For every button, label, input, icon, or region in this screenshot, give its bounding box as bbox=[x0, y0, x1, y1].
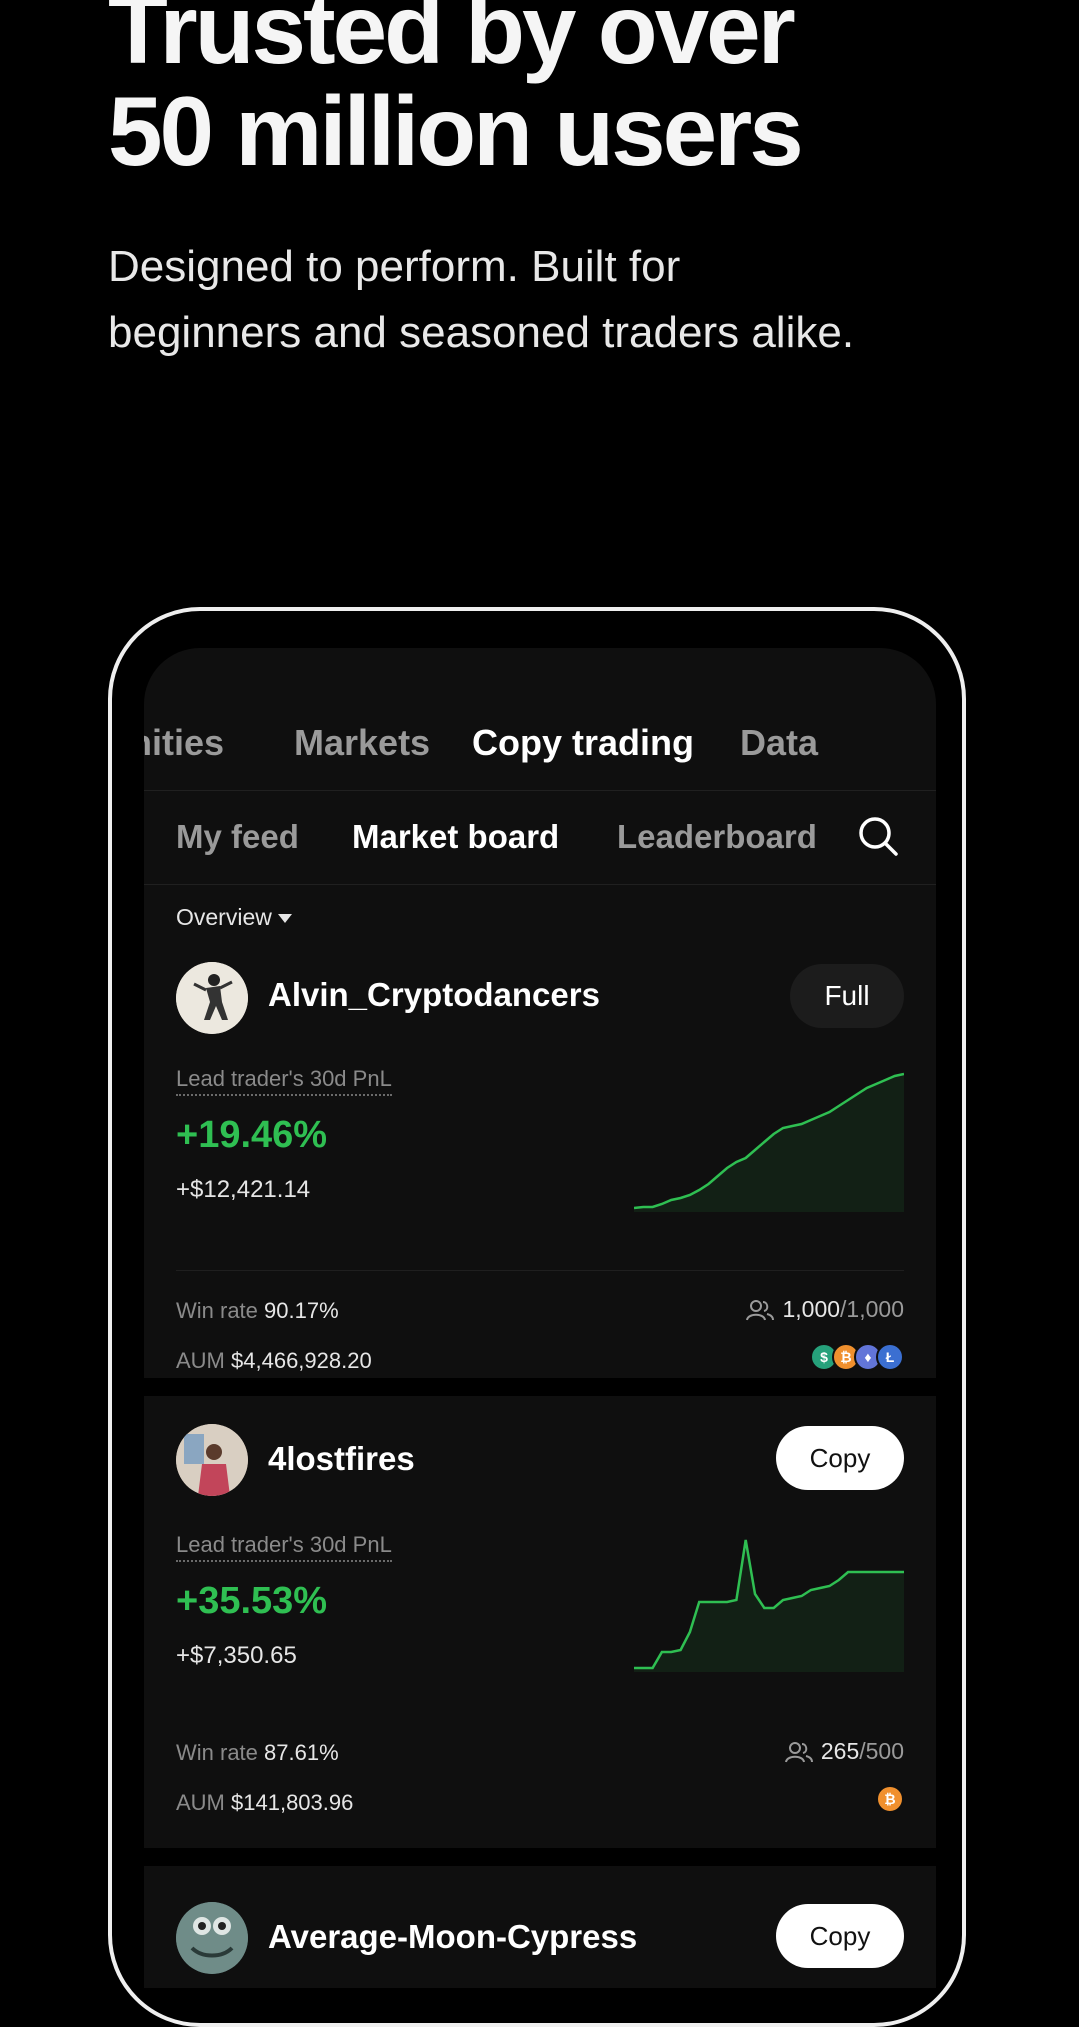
win-rate: Win rate 90.17% bbox=[176, 1298, 339, 1324]
subtab-market-board[interactable]: Market board bbox=[352, 818, 560, 855]
top-tab-bar: nities Markets Copy trading Data bbox=[144, 648, 936, 791]
tab-markets[interactable]: Markets bbox=[294, 722, 431, 763]
ltc-coin-icon: Ł bbox=[876, 1343, 904, 1371]
aum-label: AUM bbox=[176, 1790, 225, 1815]
overview-label: Overview bbox=[176, 904, 272, 930]
full-button[interactable]: Full bbox=[790, 964, 904, 1028]
win-rate-label: Win rate bbox=[176, 1740, 258, 1765]
trader-card[interactable]: Alvin_Cryptodancers Full Lead trader's 3… bbox=[144, 950, 936, 1378]
subtab-my-feed[interactable]: My feed bbox=[176, 818, 299, 855]
pnl-sparkline bbox=[634, 1072, 904, 1212]
aum: AUM $141,803.96 bbox=[176, 1790, 353, 1816]
copy-button[interactable]: Copy bbox=[776, 1904, 904, 1968]
copiers-current: 265 bbox=[820, 1738, 860, 1764]
pnl-amount: +$7,350.65 bbox=[176, 1642, 297, 1669]
tab-data[interactable]: Data bbox=[740, 722, 819, 763]
copiers-max: /1,000 bbox=[840, 1296, 904, 1322]
copiers-count: 1,000/1,000 bbox=[746, 1296, 904, 1323]
pnl-label: Lead trader's 30d PnL bbox=[176, 1532, 392, 1562]
sparkline-line bbox=[634, 1539, 904, 1670]
win-rate: Win rate 87.61% bbox=[176, 1740, 339, 1766]
copiers-max: /500 bbox=[859, 1738, 904, 1764]
trader-name[interactable]: Alvin_Cryptodancers bbox=[268, 976, 600, 1013]
overview-dropdown[interactable]: Overview bbox=[176, 904, 292, 931]
users-icon bbox=[784, 1741, 813, 1762]
tab-copy-trading[interactable]: Copy trading bbox=[472, 722, 694, 763]
hero-title-line2: 50 million users bbox=[108, 76, 804, 186]
hero-subtitle-line1: Designed to perform. Built for bbox=[108, 242, 681, 291]
trader-name[interactable]: 4lostfires bbox=[268, 1440, 415, 1477]
pnl-percent: +19.46% bbox=[176, 1114, 328, 1156]
hero-title-line1: Trusted by over bbox=[108, 0, 796, 84]
users-icon bbox=[746, 1299, 775, 1320]
btc-coin-icon: ₿ bbox=[876, 1785, 904, 1813]
win-rate-value: 90.17% bbox=[264, 1298, 339, 1323]
tab-opportunities[interactable]: nities bbox=[144, 722, 225, 763]
avatar bbox=[176, 1902, 248, 1974]
pnl-sparkline bbox=[634, 1539, 904, 1672]
pnl-percent: +35.53% bbox=[176, 1580, 328, 1622]
sparkline-area bbox=[634, 1074, 904, 1212]
copiers-count: 265/500 bbox=[784, 1738, 904, 1765]
divider bbox=[176, 1270, 904, 1271]
search-icon[interactable] bbox=[856, 814, 900, 858]
sparkline-area bbox=[634, 1540, 904, 1672]
subtab-leaderboard[interactable]: Leaderboard bbox=[617, 818, 817, 855]
aum-value: $4,466,928.20 bbox=[231, 1348, 372, 1373]
trader-card[interactable]: 4lostfires Copy Lead trader's 30d PnL +3… bbox=[144, 1396, 936, 1848]
card-separator bbox=[144, 1848, 936, 1866]
hero-subtitle-line2: beginners and seasoned traders alike. bbox=[108, 308, 855, 357]
avatar bbox=[176, 962, 248, 1034]
phone-screen: nities Markets Copy trading Data My feed… bbox=[144, 648, 936, 1988]
caret-down-icon bbox=[277, 914, 292, 924]
sub-tab-bar: My feed Market board Leaderboard bbox=[144, 790, 936, 885]
copy-button[interactable]: Copy bbox=[776, 1426, 904, 1490]
win-rate-value: 87.61% bbox=[264, 1740, 339, 1765]
pnl-label: Lead trader's 30d PnL bbox=[176, 1066, 392, 1096]
avatar bbox=[176, 1424, 248, 1496]
sparkline-line bbox=[634, 1072, 904, 1210]
hero-subtitle: Designed to perform. Built for beginners… bbox=[108, 234, 854, 366]
pnl-amount: +$12,421.14 bbox=[176, 1176, 311, 1203]
aum: AUM $4,466,928.20 bbox=[176, 1348, 372, 1374]
coin-list: $ ₿ ♦ Ł bbox=[810, 1342, 904, 1372]
trader-name[interactable]: Average-Moon-Cypress bbox=[268, 1918, 638, 1955]
coin-list: ₿ bbox=[876, 1784, 904, 1814]
hero-title: Trusted by over 50 million users bbox=[108, 0, 804, 186]
win-rate-label: Win rate bbox=[176, 1298, 258, 1323]
copiers-current: 1,000 bbox=[782, 1296, 841, 1322]
aum-label: AUM bbox=[176, 1348, 225, 1373]
aum-value: $141,803.96 bbox=[231, 1790, 354, 1815]
trader-card[interactable]: Average-Moon-Cypress Copy bbox=[144, 1866, 936, 1988]
card-separator bbox=[144, 1378, 936, 1396]
